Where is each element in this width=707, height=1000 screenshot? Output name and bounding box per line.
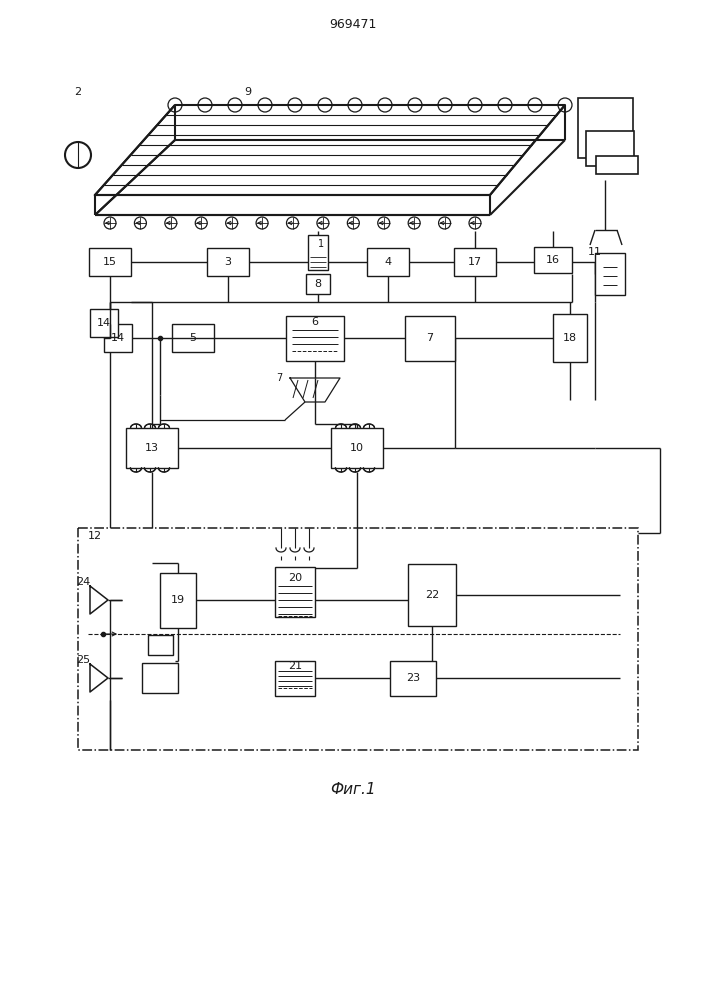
Text: 12: 12 [88, 531, 102, 541]
Text: 14: 14 [97, 318, 111, 328]
Text: 7: 7 [276, 373, 282, 383]
Text: 22: 22 [425, 590, 439, 600]
Text: 969471: 969471 [329, 18, 377, 31]
Text: 10: 10 [350, 443, 364, 453]
Bar [306, 274, 330, 294]
Bar [553, 314, 587, 362]
Text: 6: 6 [312, 317, 318, 327]
Text: 14: 14 [111, 333, 125, 343]
Bar [390, 660, 436, 696]
Text: 25: 25 [76, 655, 90, 665]
Text: 7: 7 [426, 333, 433, 343]
Bar [308, 234, 328, 269]
Bar [275, 567, 315, 617]
Bar [578, 98, 633, 158]
Bar [586, 130, 634, 165]
Bar [126, 428, 178, 468]
Bar [595, 253, 625, 295]
Bar [142, 663, 178, 693]
Text: 8: 8 [315, 279, 322, 289]
Text: 9: 9 [245, 87, 252, 97]
Text: 17: 17 [468, 257, 482, 267]
Bar [172, 324, 214, 352]
Bar [160, 572, 196, 628]
Text: 18: 18 [563, 333, 577, 343]
Text: 13: 13 [145, 443, 159, 453]
Text: 23: 23 [406, 673, 420, 683]
Bar [408, 564, 456, 626]
Bar [207, 248, 249, 276]
Bar [405, 316, 455, 360]
Text: 15: 15 [103, 257, 117, 267]
Bar [275, 660, 315, 696]
Bar [367, 248, 409, 276]
Text: Фиг.1: Фиг.1 [330, 782, 376, 798]
Text: 5: 5 [189, 333, 197, 343]
Bar [286, 316, 344, 360]
Bar [534, 247, 572, 273]
Text: 3: 3 [225, 257, 231, 267]
Text: 1: 1 [318, 239, 324, 249]
Bar [90, 309, 118, 337]
Text: 2: 2 [74, 87, 81, 97]
Bar [331, 428, 383, 468]
Text: 24: 24 [76, 577, 90, 587]
Bar [104, 324, 132, 352]
Text: 16: 16 [546, 255, 560, 265]
Bar [78, 528, 638, 750]
Bar [454, 248, 496, 276]
Text: 19: 19 [171, 595, 185, 605]
Text: 4: 4 [385, 257, 392, 267]
Bar [148, 635, 173, 655]
Bar [89, 248, 131, 276]
Bar [596, 156, 638, 174]
Text: 20: 20 [288, 573, 302, 583]
Text: 21: 21 [288, 661, 302, 671]
Text: 11: 11 [588, 247, 602, 257]
